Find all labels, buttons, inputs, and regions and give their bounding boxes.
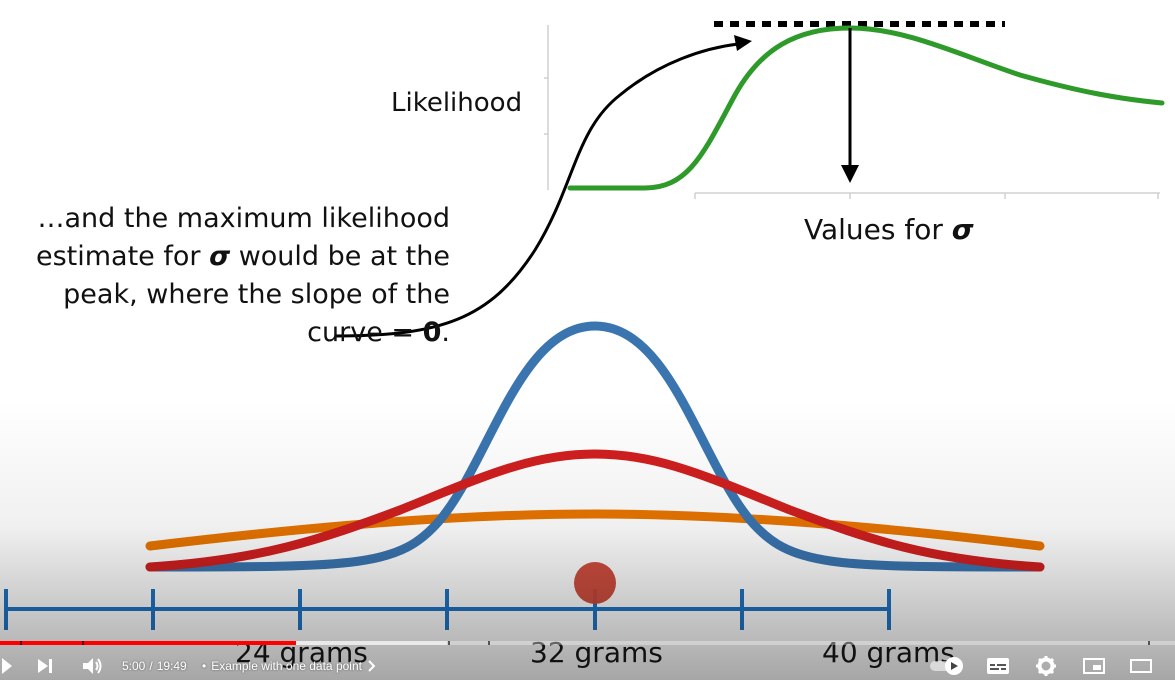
miniplayer-icon xyxy=(1083,658,1105,674)
annotation-zero: 0 xyxy=(422,317,442,348)
chapter-title: Example with one data point xyxy=(211,659,362,673)
chapter-bullet: • xyxy=(202,659,207,673)
play-button[interactable] xyxy=(0,652,14,680)
likelihood-curve xyxy=(567,25,1165,191)
annotation-fragment: would be at the xyxy=(238,241,450,272)
annotation-line: estimate for σ would be at the xyxy=(18,238,450,276)
chapter-button[interactable]: • Example with one data point xyxy=(202,659,375,673)
annotation-fragment: estimate for xyxy=(35,241,201,272)
subtitles-button[interactable] xyxy=(985,652,1011,680)
x-axis-label-text: Values for xyxy=(804,213,943,246)
next-button[interactable] xyxy=(34,652,56,680)
volume-button[interactable] xyxy=(80,652,106,680)
autoplay-toggle[interactable] xyxy=(928,652,966,680)
chevron-right-icon xyxy=(368,660,375,672)
chapter-marker xyxy=(1148,641,1150,645)
wide-normal-curve xyxy=(145,509,1045,551)
time-display: 5:00 / 19:49 xyxy=(122,659,187,673)
annotation-fragment: . xyxy=(441,317,450,348)
progress-played xyxy=(0,641,297,645)
chapter-marker xyxy=(20,641,22,645)
annotation-text: …and the maximum likelihood estimate for… xyxy=(18,200,450,352)
annotation-arrowhead xyxy=(734,35,752,51)
volume-icon xyxy=(83,658,102,674)
settings-gear-icon xyxy=(1036,656,1056,676)
player-controls: 5:00 / 19:49 • Example with one data poi… xyxy=(0,652,1175,680)
sigma-symbol: σ xyxy=(951,213,974,246)
time-current: 5:00 xyxy=(122,659,146,673)
x-axis-label: Values for σ xyxy=(804,213,974,246)
tick-label-32: 32 grams xyxy=(530,636,663,669)
chapter-marker xyxy=(448,641,450,645)
miniplayer-button[interactable] xyxy=(1081,652,1107,680)
annotation-line: …and the maximum likelihood xyxy=(37,203,450,234)
annotation-arrow xyxy=(334,42,739,338)
narrow-normal-curve xyxy=(145,321,1045,572)
chapter-marker xyxy=(82,641,84,645)
peak-down-arrowhead xyxy=(841,165,859,183)
subtitles-icon xyxy=(987,658,1009,674)
medium-normal-curve xyxy=(145,449,1045,572)
theater-mode-icon xyxy=(1130,659,1152,673)
time-total: 19:49 xyxy=(156,659,187,673)
sigma-symbol: σ xyxy=(209,241,231,272)
annotation-fragment: curve = xyxy=(307,317,423,348)
time-separator: / xyxy=(149,659,153,673)
data-point xyxy=(574,562,616,604)
annotation-line: curve = 0. xyxy=(18,314,450,352)
next-icon xyxy=(38,659,52,673)
annotation-line: peak, where the slope of the xyxy=(63,279,450,310)
progress-bar[interactable] xyxy=(0,641,1175,645)
settings-button[interactable] xyxy=(1033,652,1059,680)
theater-mode-button[interactable] xyxy=(1128,652,1154,680)
autoplay-toggle-icon xyxy=(930,657,963,675)
play-icon xyxy=(2,658,12,674)
y-axis-label: Likelihood xyxy=(391,88,523,118)
chapter-marker xyxy=(488,641,490,645)
